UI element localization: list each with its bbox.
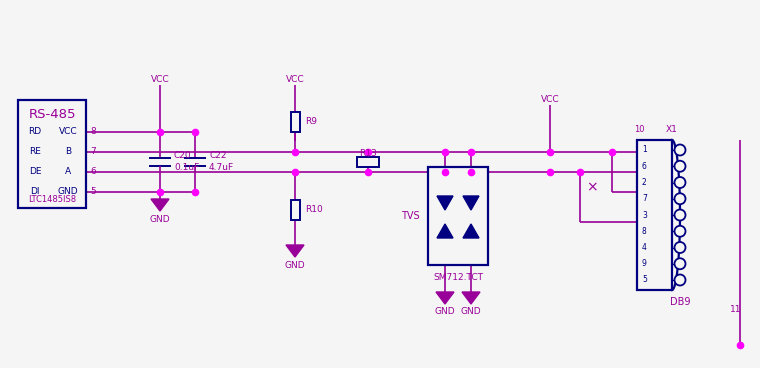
Text: C20: C20 [174,151,192,159]
Text: RE: RE [29,148,41,156]
Text: 10: 10 [634,125,644,134]
Text: 5: 5 [90,188,96,197]
Text: TVS: TVS [401,211,420,221]
Text: VCC: VCC [59,127,78,137]
Text: 0.1uF: 0.1uF [174,163,199,171]
Circle shape [675,193,686,204]
Text: 8: 8 [642,227,647,236]
Text: GND: GND [150,215,170,223]
Polygon shape [437,224,453,238]
Bar [290,200,299,220]
Circle shape [675,242,686,253]
Text: 5: 5 [642,276,647,284]
Text: 9: 9 [642,259,647,268]
Text: 11: 11 [730,305,742,315]
Text: R10: R10 [305,205,323,215]
Text: 6: 6 [90,167,96,177]
Text: 7: 7 [642,194,647,203]
Bar [290,112,299,132]
Text: DB9: DB9 [670,297,690,307]
Circle shape [675,145,686,156]
Text: GND: GND [58,188,78,197]
Text: R9: R9 [305,117,317,127]
Circle shape [675,209,686,220]
Bar [18,100,86,208]
Text: 7: 7 [90,148,96,156]
Text: ×: × [586,180,598,194]
Text: GND: GND [461,308,481,316]
Text: 4.7uF: 4.7uF [209,163,234,171]
Text: X1: X1 [666,125,678,134]
Polygon shape [436,292,454,304]
Text: DI: DI [30,188,40,197]
Text: VCC: VCC [540,95,559,103]
Polygon shape [463,224,479,238]
Circle shape [675,161,686,172]
Bar [637,140,672,290]
Bar [428,167,488,265]
Polygon shape [437,196,453,210]
Text: 8: 8 [90,127,96,137]
Text: RD: RD [28,127,42,137]
Text: LTC1485IS8: LTC1485IS8 [28,195,76,205]
Circle shape [675,177,686,188]
Polygon shape [286,245,304,257]
Text: SM712.TCT: SM712.TCT [433,272,483,282]
Text: GND: GND [435,308,455,316]
Text: 4: 4 [642,243,647,252]
Text: 3: 3 [642,210,647,219]
Text: VCC: VCC [150,74,169,84]
Bar [357,157,379,167]
Text: RS-485: RS-485 [28,107,76,120]
Circle shape [675,275,686,286]
Circle shape [675,226,686,237]
Text: DE: DE [29,167,41,177]
Polygon shape [463,196,479,210]
Polygon shape [462,292,480,304]
Text: VCC: VCC [286,74,304,84]
Circle shape [675,258,686,269]
Text: R13: R13 [359,149,377,158]
Text: 1: 1 [642,145,647,155]
Text: C22: C22 [209,151,226,159]
Text: 6: 6 [642,162,647,171]
Text: A: A [65,167,71,177]
Text: GND: GND [285,261,306,269]
Text: 2: 2 [642,178,647,187]
Polygon shape [151,199,169,211]
Text: B: B [65,148,71,156]
